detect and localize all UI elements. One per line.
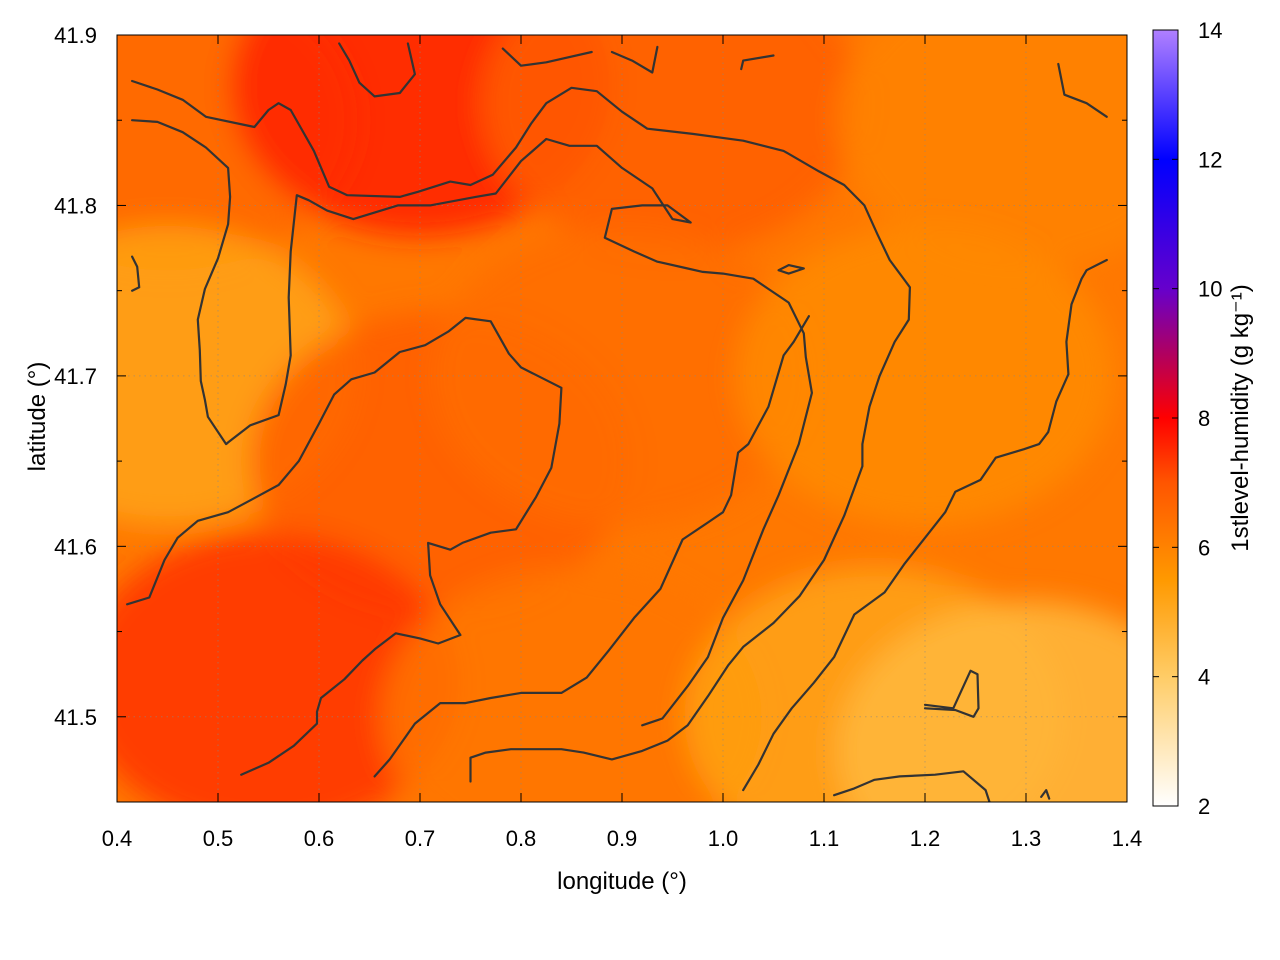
x-tick-label: 0.4 (102, 826, 133, 851)
contour-line-12 (740, 54, 775, 71)
contour-line-13 (1057, 62, 1108, 118)
field-sample-8 (117, 532, 459, 802)
colorbar-tick-label: 14 (1198, 18, 1222, 43)
contour-line-10 (501, 47, 593, 67)
contour-lines (125, 42, 1108, 802)
humidity-field (117, 35, 1127, 802)
contour-line-2 (125, 316, 563, 776)
y-tick-label: 41.6 (54, 534, 97, 559)
x-tick-label: 0.8 (506, 826, 537, 851)
colorbar-tick-label: 10 (1198, 277, 1222, 302)
colorbar-tick-label: 4 (1198, 665, 1210, 690)
y-tick-label: 41.8 (54, 193, 97, 218)
contour-line-9 (338, 42, 416, 98)
x-tick-label: 1.3 (1011, 826, 1042, 851)
field-sample-11 (836, 600, 1127, 802)
axis-ticks: 0.4 0.5 0.6 0.7 0.8 0.9 1.0 1.1 1.2 1.3 1.4 41.5 41.… (54, 23, 1142, 851)
colorbar-tick-label: 2 (1198, 794, 1210, 819)
y-tick-label: 41.9 (54, 23, 97, 48)
x-tick-label: 0.5 (203, 826, 234, 851)
x-tick-label: 1.2 (910, 826, 941, 851)
contour-line-1 (131, 119, 814, 727)
colorbar-tick-label: 6 (1198, 535, 1210, 560)
colorbar-title: 1stlevel-humidity (g kg⁻¹) (1227, 284, 1254, 551)
x-tick-label: 1.4 (1112, 826, 1143, 851)
colorbar-tick-label: 12 (1198, 147, 1222, 172)
contour-line-5 (832, 770, 991, 802)
contour-line-4 (742, 258, 1108, 792)
y-tick-label: 41.7 (54, 364, 97, 389)
x-tick-label: 1.1 (809, 826, 840, 851)
field-sample-3 (836, 35, 1127, 271)
contour-line-8 (131, 255, 141, 292)
y-tick-label: 41.5 (54, 705, 97, 730)
contour-line-11 (610, 45, 659, 74)
x-tick-label: 1.0 (708, 826, 739, 851)
x-axis-title: longitude (°) (557, 868, 687, 895)
field-sample-9 (381, 566, 762, 802)
contour-line-0 (131, 79, 912, 783)
contour-line-6 (923, 669, 980, 718)
contour-line-3 (373, 315, 811, 778)
contour-line-14 (1040, 788, 1051, 800)
field-sample-6 (432, 225, 812, 526)
contour-line-7 (777, 264, 805, 275)
x-tick-label: 0.9 (607, 826, 638, 851)
colorbar-tick-label: 8 (1198, 406, 1210, 431)
x-tick-label: 0.7 (405, 826, 436, 851)
colorbar-ticks: 2 4 6 8 10 12 14 (1153, 18, 1222, 819)
y-axis-title: latitude (°) (24, 362, 51, 472)
x-tick-label: 0.6 (304, 826, 335, 851)
